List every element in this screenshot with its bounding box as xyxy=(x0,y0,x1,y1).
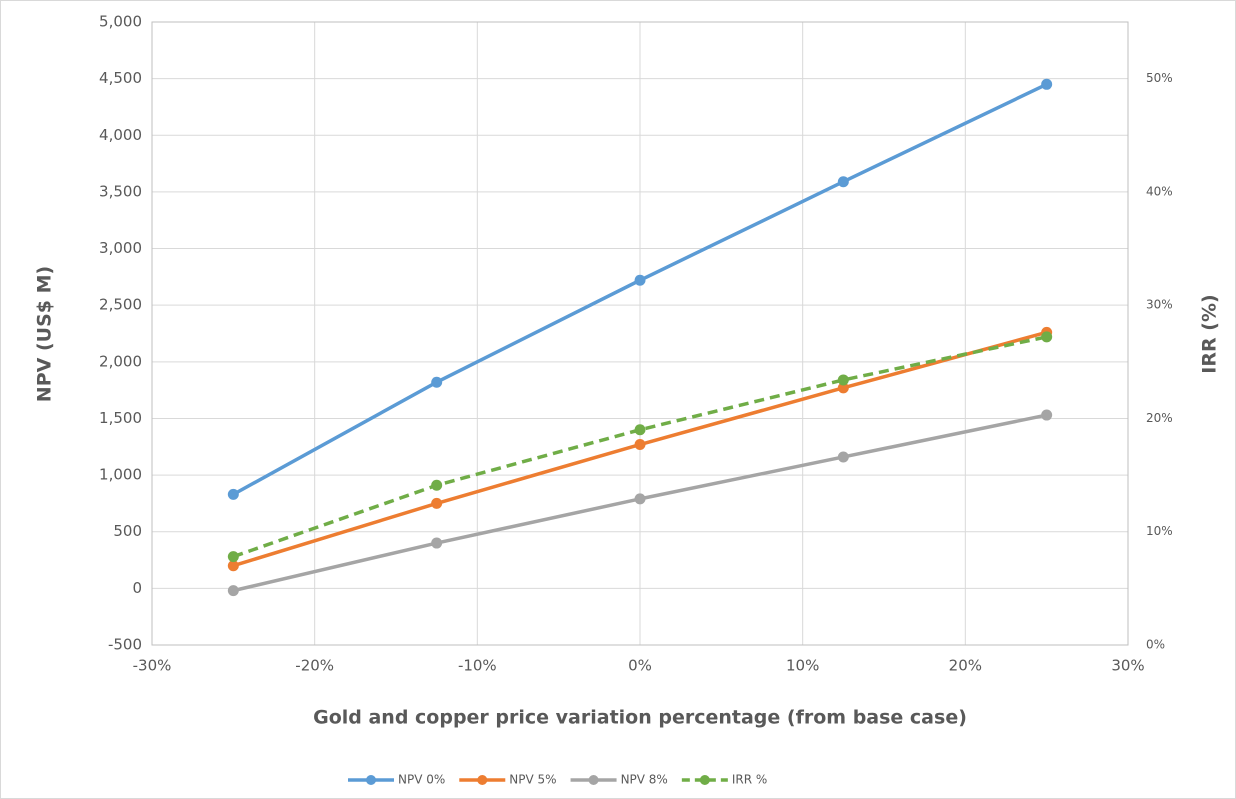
plot-border xyxy=(151,21,1129,646)
point xyxy=(837,374,849,386)
y-tick-label: 4,000 xyxy=(99,126,142,144)
y-tick-label: 5,000 xyxy=(99,13,142,31)
point xyxy=(634,439,646,451)
x-tick-label: 10% xyxy=(786,657,819,675)
point xyxy=(431,537,443,549)
point xyxy=(1041,409,1053,421)
point xyxy=(634,424,646,436)
point xyxy=(227,551,239,563)
y2-tick-label: 10% xyxy=(1146,524,1173,538)
point xyxy=(634,274,646,286)
legend-marker xyxy=(588,775,599,785)
y-tick-label: 1,000 xyxy=(99,466,142,484)
legend-label: NPV 0% xyxy=(398,773,445,787)
point xyxy=(431,497,443,509)
y-tick-label: -500 xyxy=(108,636,142,654)
point xyxy=(227,488,239,500)
x-axis-title: Gold and copper price variation percenta… xyxy=(313,707,967,729)
point xyxy=(837,382,849,394)
point xyxy=(837,451,849,463)
y-axis-title: NPV (US$ M) xyxy=(34,266,56,402)
legend-marker xyxy=(477,775,488,785)
point xyxy=(431,479,443,491)
x-tick-label: -30% xyxy=(133,657,172,675)
x-tick-label: -20% xyxy=(295,657,334,675)
y2-tick-label: 30% xyxy=(1146,298,1173,312)
point xyxy=(431,376,443,388)
x-tick-label: 20% xyxy=(949,657,982,675)
point xyxy=(1041,78,1053,90)
y-tick-label: 500 xyxy=(113,522,142,540)
y-tick-label: 1,500 xyxy=(99,409,142,427)
x-tick-label: 0% xyxy=(628,657,652,675)
legend-label: IRR % xyxy=(732,773,767,787)
y2-tick-label: 40% xyxy=(1146,184,1173,198)
y2-tick-label: 50% xyxy=(1146,71,1173,85)
x-tick-label: 30% xyxy=(1111,657,1144,675)
point xyxy=(227,560,239,572)
legend-marker xyxy=(366,775,376,785)
y-tick-label: 2,000 xyxy=(99,352,142,370)
series-line xyxy=(232,335,1048,559)
y-tick-label: 2,500 xyxy=(99,296,142,314)
y-tick-label: 3,000 xyxy=(99,239,142,257)
y2-tick-label: 20% xyxy=(1146,411,1173,425)
point xyxy=(1041,331,1053,343)
x-tick-label: -10% xyxy=(458,657,497,675)
point xyxy=(837,176,849,188)
legend-label: NPV 5% xyxy=(509,773,556,787)
point xyxy=(634,493,646,505)
point xyxy=(227,585,239,597)
legend-label: NPV 8% xyxy=(621,773,668,787)
y-tick-label: 4,500 xyxy=(99,69,142,87)
y-tick-label: 3,500 xyxy=(99,182,142,200)
legend-marker xyxy=(699,775,710,785)
y-tick-label: 0 xyxy=(132,579,142,597)
y2-tick-label: 0% xyxy=(1146,638,1165,652)
y2-axis-title: IRR (%) xyxy=(1199,294,1221,373)
